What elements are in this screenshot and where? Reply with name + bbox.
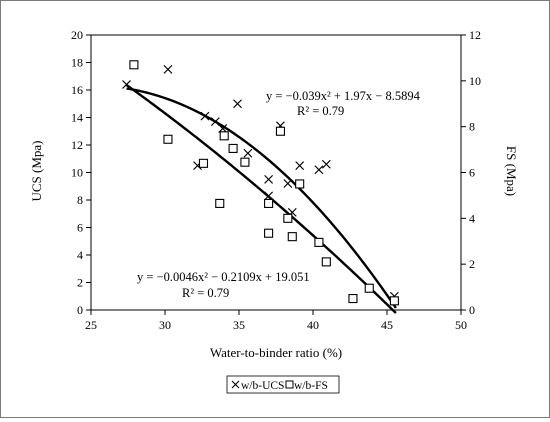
ucs-data-point (314, 165, 324, 175)
ucs-fit-equation: y = −0.039x² + 1.97x − 8.5894 (266, 89, 421, 103)
ucs-data-point (243, 148, 253, 158)
ucs-marker-stroke (218, 124, 228, 133)
y-axis-right-title: FS (Mpa) (504, 146, 519, 196)
fs-data-point (215, 198, 225, 208)
fs-data-point (219, 131, 229, 141)
x-tick-label: 25 (85, 318, 97, 332)
fs-data-point (240, 157, 250, 167)
plot-frame (90, 34, 462, 311)
x-tick-label: 50 (455, 318, 467, 332)
fs-data-point (283, 213, 293, 223)
fs-trend-curve (125, 84, 397, 314)
ucs-data-point (295, 161, 305, 171)
y-left-tick-label: 10 (71, 166, 83, 180)
y-left-tick-label: 18 (71, 56, 83, 70)
y-left-tick-label: 2 (77, 276, 83, 290)
fs-data-point (389, 296, 399, 306)
fs-fit-equation: y = −0.0046x² − 0.2109x + 19.051 (137, 270, 310, 284)
ucs-marker-stroke (200, 111, 210, 121)
y-left-tick-label: 20 (71, 28, 83, 42)
x-tick-label: 35 (233, 318, 245, 332)
ucs-marker-stroke (314, 165, 324, 175)
fs-fit-r-squared: R² = 0.79 (182, 286, 229, 300)
ucs-data-point (218, 124, 228, 133)
ucs-marker-stroke (122, 80, 131, 89)
ucs-data-point (233, 99, 242, 109)
ucs-data-point (283, 179, 293, 188)
ucs-data-point (264, 191, 274, 201)
ucs-data-point (122, 80, 131, 89)
y-left-tick-label: 14 (71, 111, 83, 125)
ucs-data-point (200, 111, 210, 121)
legend-label-ucs: w/b-UCS (241, 380, 284, 392)
fs-data-point (287, 232, 297, 242)
legend-fs-square-marker-icon (285, 380, 294, 389)
fs-data-point (314, 237, 324, 247)
ucs-marker-stroke (264, 191, 274, 201)
y-right-tick-label: 10 (469, 74, 481, 88)
y-right-tick-label: 12 (469, 28, 481, 42)
y-right-tick-label: 8 (469, 120, 475, 134)
y-left-tick-label: 12 (71, 138, 83, 152)
y-left-tick-label: 8 (77, 193, 83, 207)
fs-data-point (264, 198, 274, 208)
fs-data-point (163, 134, 173, 144)
fs-data-point (348, 293, 358, 304)
ucs-marker-stroke (264, 174, 274, 184)
y-right-tick-label: 2 (469, 257, 475, 271)
ucs-data-point (321, 159, 331, 169)
y-left-tick-label: 6 (77, 221, 83, 235)
fs-data-point (321, 257, 331, 267)
fs-data-point (275, 126, 285, 136)
ucs-marker-stroke (233, 99, 242, 109)
x-tick-label: 40 (307, 318, 319, 332)
ucs-marker-stroke (163, 64, 173, 74)
fs-data-point (198, 158, 209, 168)
fs-data-point (295, 179, 305, 189)
y-left-tick-label: 16 (71, 83, 83, 97)
fs-data-point (129, 60, 139, 70)
x-axis-title: Water-to-binder ratio (%) (210, 345, 342, 360)
ucs-marker-stroke (283, 179, 293, 188)
legend: w/b-UCS w/b-FS (226, 375, 340, 394)
ucs-fit-r-squared: R² = 0.79 (297, 104, 344, 118)
ucs-marker-stroke (321, 159, 331, 169)
legend-label-fs: w/b-FS (294, 380, 328, 392)
fs-data-point (228, 143, 238, 153)
legend-box (226, 375, 340, 394)
ucs-marker-stroke (295, 161, 305, 171)
x-tick-label: 45 (381, 318, 393, 332)
x-tick-label: 30 (159, 318, 171, 332)
ucs-data-point (264, 174, 274, 184)
y-left-tick-label: 0 (77, 303, 83, 317)
y-axis-left-title: UCS (Mpa) (29, 140, 44, 201)
fs-data-point (264, 228, 274, 238)
y-left-tick-label: 4 (77, 248, 83, 262)
ucs-marker-stroke (210, 117, 220, 127)
ucs-data-point (163, 64, 173, 74)
fs-data-point (364, 283, 374, 293)
y-right-tick-label: 6 (469, 166, 475, 180)
ucs-trend-curve (126, 87, 397, 309)
legend-ucs-x-marker-icon (231, 380, 240, 389)
ucs-data-point (210, 117, 220, 127)
ucs-marker-stroke (243, 148, 253, 158)
y-right-tick-label: 4 (469, 211, 475, 225)
y-right-tick-label: 0 (469, 303, 475, 317)
